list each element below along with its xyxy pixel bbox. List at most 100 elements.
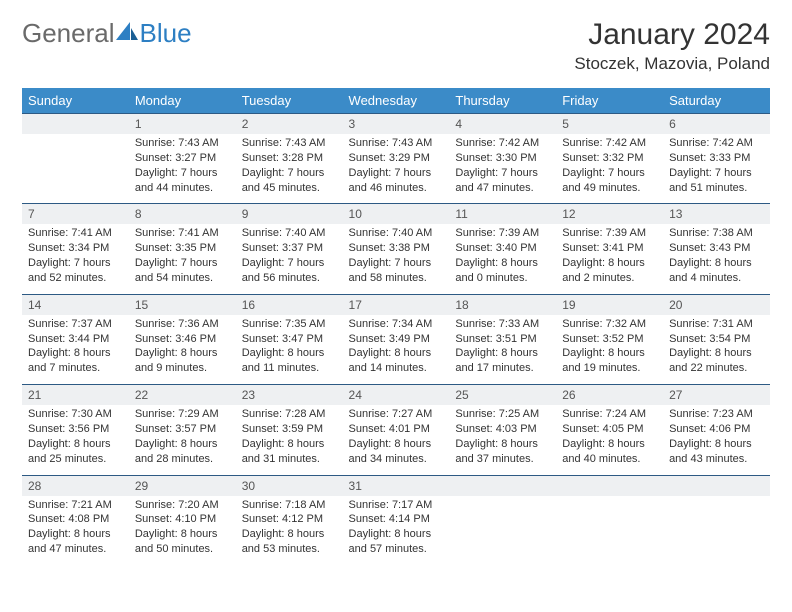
sunrise-text: Sunrise: 7:42 AM xyxy=(669,136,764,151)
sunset-text: Sunset: 3:37 PM xyxy=(242,241,337,256)
day-number xyxy=(556,476,663,496)
daylight-text: Daylight: 7 hours and 58 minutes. xyxy=(349,256,444,286)
calendar-day-cell: 25Sunrise: 7:25 AMSunset: 4:03 PMDayligh… xyxy=(449,385,556,475)
day-details: Sunrise: 7:43 AMSunset: 3:28 PMDaylight:… xyxy=(236,134,343,203)
day-number: 29 xyxy=(129,476,236,496)
sunset-text: Sunset: 3:44 PM xyxy=(28,332,123,347)
calendar-day-cell: 7Sunrise: 7:41 AMSunset: 3:34 PMDaylight… xyxy=(22,204,129,294)
calendar-body: 1Sunrise: 7:43 AMSunset: 3:27 PMDaylight… xyxy=(22,114,770,565)
sunrise-text: Sunrise: 7:41 AM xyxy=(135,226,230,241)
location: Stoczek, Mazovia, Poland xyxy=(574,54,770,74)
calendar-day-cell: 26Sunrise: 7:24 AMSunset: 4:05 PMDayligh… xyxy=(556,385,663,475)
sunrise-text: Sunrise: 7:35 AM xyxy=(242,317,337,332)
day-number: 14 xyxy=(22,295,129,315)
calendar-day-cell: 11Sunrise: 7:39 AMSunset: 3:40 PMDayligh… xyxy=(449,204,556,294)
sunrise-text: Sunrise: 7:40 AM xyxy=(242,226,337,241)
daylight-text: Daylight: 8 hours and 11 minutes. xyxy=(242,346,337,376)
day-details: Sunrise: 7:25 AMSunset: 4:03 PMDaylight:… xyxy=(449,405,556,474)
day-number: 19 xyxy=(556,295,663,315)
sunrise-text: Sunrise: 7:31 AM xyxy=(669,317,764,332)
day-details xyxy=(449,496,556,506)
day-details: Sunrise: 7:42 AMSunset: 3:33 PMDaylight:… xyxy=(663,134,770,203)
sunrise-text: Sunrise: 7:43 AM xyxy=(349,136,444,151)
day-number: 30 xyxy=(236,476,343,496)
weekday-header: Tuesday xyxy=(236,88,343,114)
title-block: January 2024 Stoczek, Mazovia, Poland xyxy=(574,18,770,74)
day-number: 21 xyxy=(22,385,129,405)
day-number: 18 xyxy=(449,295,556,315)
sunset-text: Sunset: 3:34 PM xyxy=(28,241,123,256)
sunrise-text: Sunrise: 7:18 AM xyxy=(242,498,337,513)
day-details: Sunrise: 7:37 AMSunset: 3:44 PMDaylight:… xyxy=(22,315,129,384)
sunset-text: Sunset: 3:28 PM xyxy=(242,151,337,166)
calendar-day-cell: 3Sunrise: 7:43 AMSunset: 3:29 PMDaylight… xyxy=(343,114,450,204)
calendar-table: SundayMondayTuesdayWednesdayThursdayFrid… xyxy=(22,88,770,565)
calendar-day-cell: 19Sunrise: 7:32 AMSunset: 3:52 PMDayligh… xyxy=(556,294,663,384)
day-number: 23 xyxy=(236,385,343,405)
calendar-day-cell: 28Sunrise: 7:21 AMSunset: 4:08 PMDayligh… xyxy=(22,475,129,565)
calendar-day-cell: 2Sunrise: 7:43 AMSunset: 3:28 PMDaylight… xyxy=(236,114,343,204)
calendar-day-cell: 20Sunrise: 7:31 AMSunset: 3:54 PMDayligh… xyxy=(663,294,770,384)
sunrise-text: Sunrise: 7:29 AM xyxy=(135,407,230,422)
sunset-text: Sunset: 3:27 PM xyxy=(135,151,230,166)
daylight-text: Daylight: 7 hours and 52 minutes. xyxy=(28,256,123,286)
brand-part2: Blue xyxy=(140,18,192,49)
day-details: Sunrise: 7:21 AMSunset: 4:08 PMDaylight:… xyxy=(22,496,129,565)
day-details xyxy=(22,134,129,144)
day-details: Sunrise: 7:33 AMSunset: 3:51 PMDaylight:… xyxy=(449,315,556,384)
day-details: Sunrise: 7:42 AMSunset: 3:32 PMDaylight:… xyxy=(556,134,663,203)
sunrise-text: Sunrise: 7:37 AM xyxy=(28,317,123,332)
calendar-day-cell: 15Sunrise: 7:36 AMSunset: 3:46 PMDayligh… xyxy=(129,294,236,384)
sunrise-text: Sunrise: 7:27 AM xyxy=(349,407,444,422)
calendar-day-cell: 24Sunrise: 7:27 AMSunset: 4:01 PMDayligh… xyxy=(343,385,450,475)
day-number: 8 xyxy=(129,204,236,224)
brand-logo: General Blue xyxy=(22,18,192,49)
day-number: 25 xyxy=(449,385,556,405)
day-details: Sunrise: 7:24 AMSunset: 4:05 PMDaylight:… xyxy=(556,405,663,474)
day-number: 17 xyxy=(343,295,450,315)
daylight-text: Daylight: 8 hours and 31 minutes. xyxy=(242,437,337,467)
day-number: 9 xyxy=(236,204,343,224)
weekday-header: Wednesday xyxy=(343,88,450,114)
day-details: Sunrise: 7:43 AMSunset: 3:27 PMDaylight:… xyxy=(129,134,236,203)
daylight-text: Daylight: 8 hours and 2 minutes. xyxy=(562,256,657,286)
day-number: 6 xyxy=(663,114,770,134)
daylight-text: Daylight: 7 hours and 46 minutes. xyxy=(349,166,444,196)
sunrise-text: Sunrise: 7:33 AM xyxy=(455,317,550,332)
daylight-text: Daylight: 8 hours and 34 minutes. xyxy=(349,437,444,467)
calendar-day-cell: 9 Sunrise: 7:40 AMSunset: 3:37 PMDaylight… xyxy=(236,204,343,294)
day-number: 4 xyxy=(449,114,556,134)
calendar-day-cell: 18Sunrise: 7:33 AMSunset: 3:51 PMDayligh… xyxy=(449,294,556,384)
daylight-text: Daylight: 7 hours and 47 minutes. xyxy=(455,166,550,196)
day-number: 5 xyxy=(556,114,663,134)
sunset-text: Sunset: 3:38 PM xyxy=(349,241,444,256)
daylight-text: Daylight: 8 hours and 7 minutes. xyxy=(28,346,123,376)
calendar-day-cell: 6Sunrise: 7:42 AMSunset: 3:33 PMDaylight… xyxy=(663,114,770,204)
day-number: 7 xyxy=(22,204,129,224)
day-details: Sunrise: 7:29 AMSunset: 3:57 PMDaylight:… xyxy=(129,405,236,474)
sunrise-text: Sunrise: 7:42 AM xyxy=(562,136,657,151)
sunrise-text: Sunrise: 7:20 AM xyxy=(135,498,230,513)
day-number xyxy=(449,476,556,496)
day-details: Sunrise: 7:35 AMSunset: 3:47 PMDaylight:… xyxy=(236,315,343,384)
weekday-header: Saturday xyxy=(663,88,770,114)
sunrise-text: Sunrise: 7:42 AM xyxy=(455,136,550,151)
day-details: Sunrise: 7:40 AMSunset: 3:38 PMDaylight:… xyxy=(343,224,450,293)
daylight-text: Daylight: 8 hours and 57 minutes. xyxy=(349,527,444,557)
weekday-header: Friday xyxy=(556,88,663,114)
daylight-text: Daylight: 7 hours and 51 minutes. xyxy=(669,166,764,196)
daylight-text: Daylight: 7 hours and 56 minutes. xyxy=(242,256,337,286)
day-number: 3 xyxy=(343,114,450,134)
day-number: 28 xyxy=(22,476,129,496)
calendar-day-cell xyxy=(22,114,129,204)
daylight-text: Daylight: 8 hours and 19 minutes. xyxy=(562,346,657,376)
day-details xyxy=(556,496,663,506)
sunrise-text: Sunrise: 7:43 AM xyxy=(135,136,230,151)
day-number: 27 xyxy=(663,385,770,405)
day-number xyxy=(22,114,129,134)
sunrise-text: Sunrise: 7:34 AM xyxy=(349,317,444,332)
header: General Blue January 2024 Stoczek, Mazov… xyxy=(22,18,770,74)
sunset-text: Sunset: 3:54 PM xyxy=(669,332,764,347)
day-number: 11 xyxy=(449,204,556,224)
sunset-text: Sunset: 4:01 PM xyxy=(349,422,444,437)
